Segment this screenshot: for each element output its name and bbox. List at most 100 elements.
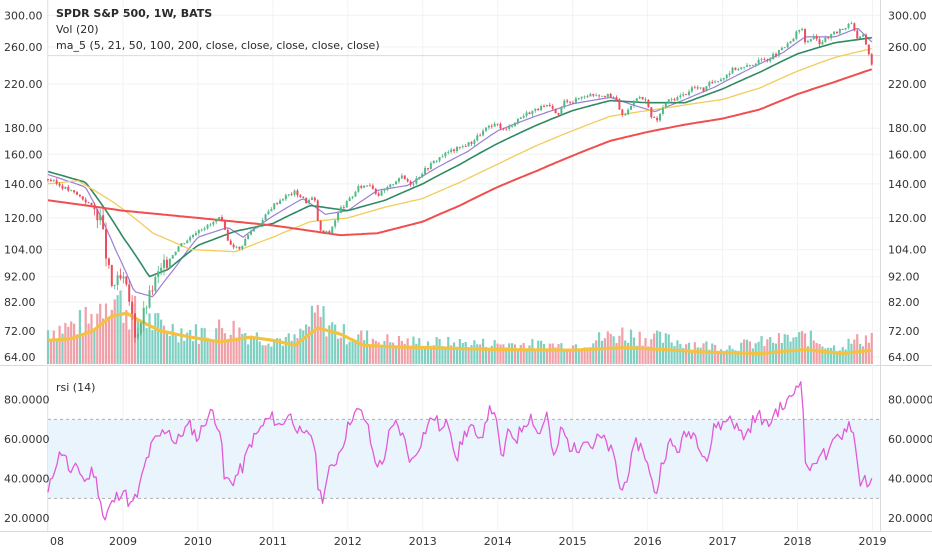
candle-body — [354, 191, 357, 197]
candle-body — [125, 276, 128, 285]
volume-bar — [313, 312, 316, 364]
volume-bar — [209, 338, 212, 364]
candle-body — [81, 196, 84, 200]
price-tick-label-left: 220.00 — [4, 78, 43, 91]
volume-bar — [244, 333, 247, 364]
candle-body — [270, 209, 273, 212]
volume-bar — [235, 338, 238, 364]
price-tick-label-right: 120.00 — [888, 212, 927, 225]
candle-body — [757, 59, 760, 64]
candle-body — [769, 59, 772, 62]
candle-body — [551, 105, 554, 109]
volume-bar — [513, 344, 517, 364]
candle-body — [853, 23, 856, 31]
candle-body — [134, 313, 137, 338]
volume-bar — [589, 347, 592, 364]
candle-body — [429, 163, 432, 169]
volume-bar — [519, 344, 522, 364]
volume-bar — [365, 330, 369, 364]
volume-bar — [525, 349, 528, 364]
candle-body — [850, 23, 853, 25]
candle-body — [844, 27, 847, 30]
volume-bar — [496, 343, 499, 364]
volume-bar — [223, 333, 227, 364]
volume-bar — [215, 328, 218, 364]
volume-bar — [832, 345, 836, 364]
candle-body — [467, 142, 470, 147]
candle-body — [163, 259, 166, 268]
candle-body — [664, 103, 667, 108]
candle-body — [499, 123, 502, 129]
volume-legend[interactable]: Vol (20) — [56, 23, 99, 36]
candle-body — [737, 69, 740, 70]
candle-body — [99, 215, 102, 221]
volume-bar — [702, 343, 705, 364]
volume-bar — [52, 330, 55, 364]
volume-bar — [249, 335, 253, 364]
volume-bar — [861, 346, 865, 364]
volume-bar — [838, 350, 841, 364]
candle-body — [444, 152, 447, 157]
moving-average-ma-50 — [47, 36, 872, 278]
volume-bar — [107, 317, 111, 364]
volume-bar — [128, 329, 131, 364]
volume-bar — [612, 336, 615, 364]
candle-body — [806, 41, 809, 43]
candle-body — [827, 37, 830, 39]
candle-body — [453, 149, 456, 152]
price-tick-label-left: 140.00 — [4, 178, 43, 191]
candle-body — [696, 87, 699, 89]
volume-bar — [397, 335, 401, 364]
volume-bar — [151, 330, 154, 364]
volume-bar — [447, 336, 450, 364]
volume-bar — [122, 322, 125, 364]
candle-body — [267, 211, 270, 215]
candle-body — [801, 29, 804, 30]
candle-body — [308, 199, 311, 204]
candle-body — [395, 181, 398, 185]
candle-body — [566, 100, 569, 102]
price-tick-label-right: 300.00 — [888, 9, 927, 22]
candle-body — [165, 259, 168, 268]
volume-bar — [99, 303, 102, 364]
candle-body — [458, 146, 461, 148]
candle-body — [519, 117, 522, 120]
candle-body — [235, 246, 238, 248]
candle-body — [250, 231, 253, 235]
volume-bar — [383, 341, 386, 364]
volume-bar — [421, 348, 424, 364]
rsi-legend[interactable]: rsi (14) — [56, 381, 96, 394]
volume-bar — [55, 339, 58, 364]
candle-body — [319, 220, 322, 231]
volume-bar — [73, 323, 76, 364]
candle-body — [589, 94, 592, 97]
volume-bar — [467, 348, 470, 364]
volume-bar — [307, 326, 311, 364]
volume-bar — [212, 340, 215, 364]
volume-bar — [403, 343, 406, 364]
volume-bar — [716, 351, 720, 364]
candle-body — [606, 93, 609, 97]
volume-bar — [220, 328, 224, 364]
candle-body — [371, 185, 374, 189]
candle-body — [627, 109, 630, 115]
candle-body — [90, 202, 93, 205]
volume-bar — [534, 348, 537, 364]
volume-bar — [470, 345, 473, 364]
volume-bar — [197, 343, 200, 364]
volume-bar — [835, 351, 839, 364]
candle-body — [603, 95, 606, 97]
volume-bar — [452, 342, 456, 364]
volume-bar — [389, 342, 392, 364]
volume-bar — [328, 325, 331, 364]
chart-title[interactable]: SPDR S&P 500, 1W, BATS — [56, 7, 213, 20]
candle-body — [835, 31, 838, 34]
ma-legend[interactable]: ma_5 (5, 21, 50, 100, 200, close, close,… — [56, 39, 380, 52]
volume-bar — [363, 340, 366, 364]
candle-body — [331, 226, 334, 234]
candle-body — [493, 123, 496, 127]
candle-body — [171, 255, 174, 259]
price-tick-label-left: 120.00 — [4, 212, 43, 225]
candle-body — [731, 67, 734, 74]
